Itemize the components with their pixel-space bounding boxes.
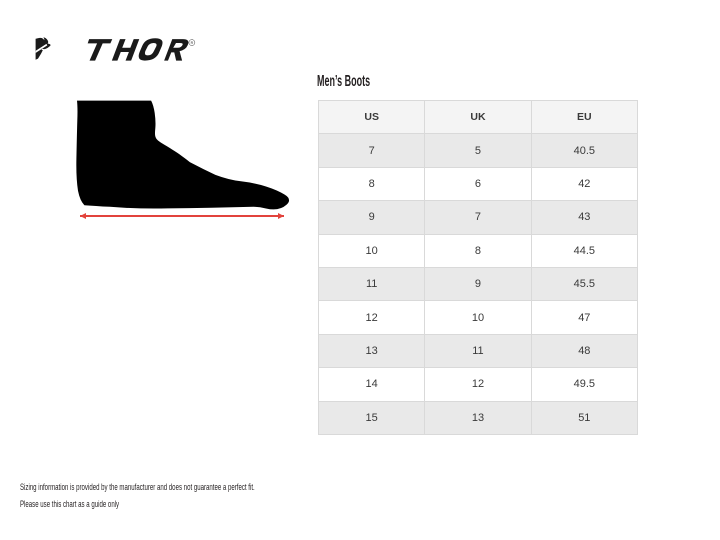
svg-text:R: R: [191, 41, 194, 45]
